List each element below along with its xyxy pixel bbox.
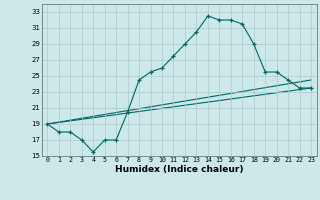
X-axis label: Humidex (Indice chaleur): Humidex (Indice chaleur) bbox=[115, 165, 244, 174]
